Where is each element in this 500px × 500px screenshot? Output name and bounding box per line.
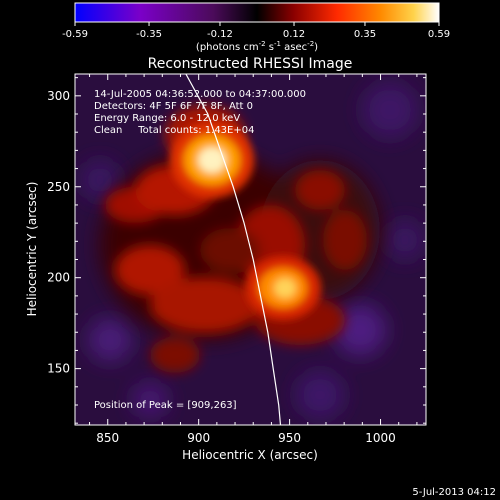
x-tick-label: 950 [278,431,301,445]
annotation-detectors: Detectors: 4F 5F 6F 7F 8F, Att 0 [94,101,253,112]
y-tick-label: 150 [47,362,70,376]
emission-sources [170,122,321,320]
emission-blob [200,228,260,272]
y-axis-ticks: 150 200 250 300 [47,77,426,424]
colorbar-tick-label: 0.12 [283,29,305,40]
plot-area [75,74,426,425]
source-1-peak [198,147,226,173]
emission-blob [295,170,345,210]
noise-blob [362,82,418,138]
emission-blob [150,277,260,333]
colorbar-ticks: -0.59 -0.35 -0.12 0.12 0.35 0.59 [62,22,450,40]
colorbar-units: (photons cm-2 s-1 asec-2) [196,40,318,53]
annotation-clean: Clean Total counts: 1.43E+04 [94,125,254,136]
colorbar-tick-label: -0.12 [207,29,233,40]
colorbar-tick-label: 0.59 [428,29,450,40]
noise-blob [88,318,132,362]
footer-timestamp: 5-Jul-2013 04:12 [412,487,496,498]
y-axis-label: Heliocentric Y (arcsec) [25,182,39,317]
noise-blob [385,220,425,260]
chart-title: Reconstructed RHESSI Image [148,56,353,72]
x-tick-label: 900 [187,431,210,445]
emission-blob [115,245,185,295]
source-2-peak [274,278,296,298]
x-axis-label: Heliocentric X (arcsec) [182,448,318,462]
noise-blob [334,304,386,356]
y-tick-label: 300 [47,89,70,103]
annotation-time-range: 14-Jul-2005 04:36:52.000 to 04:37:00.000 [94,89,306,100]
plot-frame [74,73,427,426]
colorbar-tick-label: -0.35 [136,29,162,40]
emission-blob [323,210,367,270]
colorbar-tick-label: -0.59 [62,29,88,40]
x-tick-label: 850 [96,431,119,445]
noise-blob [296,371,344,419]
colorbar: -0.59 -0.35 -0.12 0.12 0.35 0.59 (photons cm-… [62,2,450,53]
solar-limb-curve [185,74,282,425]
annotation-peak: Position of Peak = [909,263] [94,400,237,411]
colorbar-gradient [74,2,440,23]
background-noise [80,82,425,419]
x-tick-label: 1000 [365,431,396,445]
colorbar-tick-label: 0.35 [354,29,376,40]
y-tick-label: 200 [47,271,70,285]
emission-blob [150,337,200,373]
x-axis-ticks: 850 900 950 1000 [89,74,418,445]
annotation-energy: Energy Range: 6.0 - 12.0 keV [94,113,240,124]
noise-blob [132,382,168,418]
y-tick-label: 250 [47,180,70,194]
noise-blob [80,160,120,200]
annotations: 14-Jul-2005 04:36:52.000 to 04:37:00.000… [94,89,306,411]
